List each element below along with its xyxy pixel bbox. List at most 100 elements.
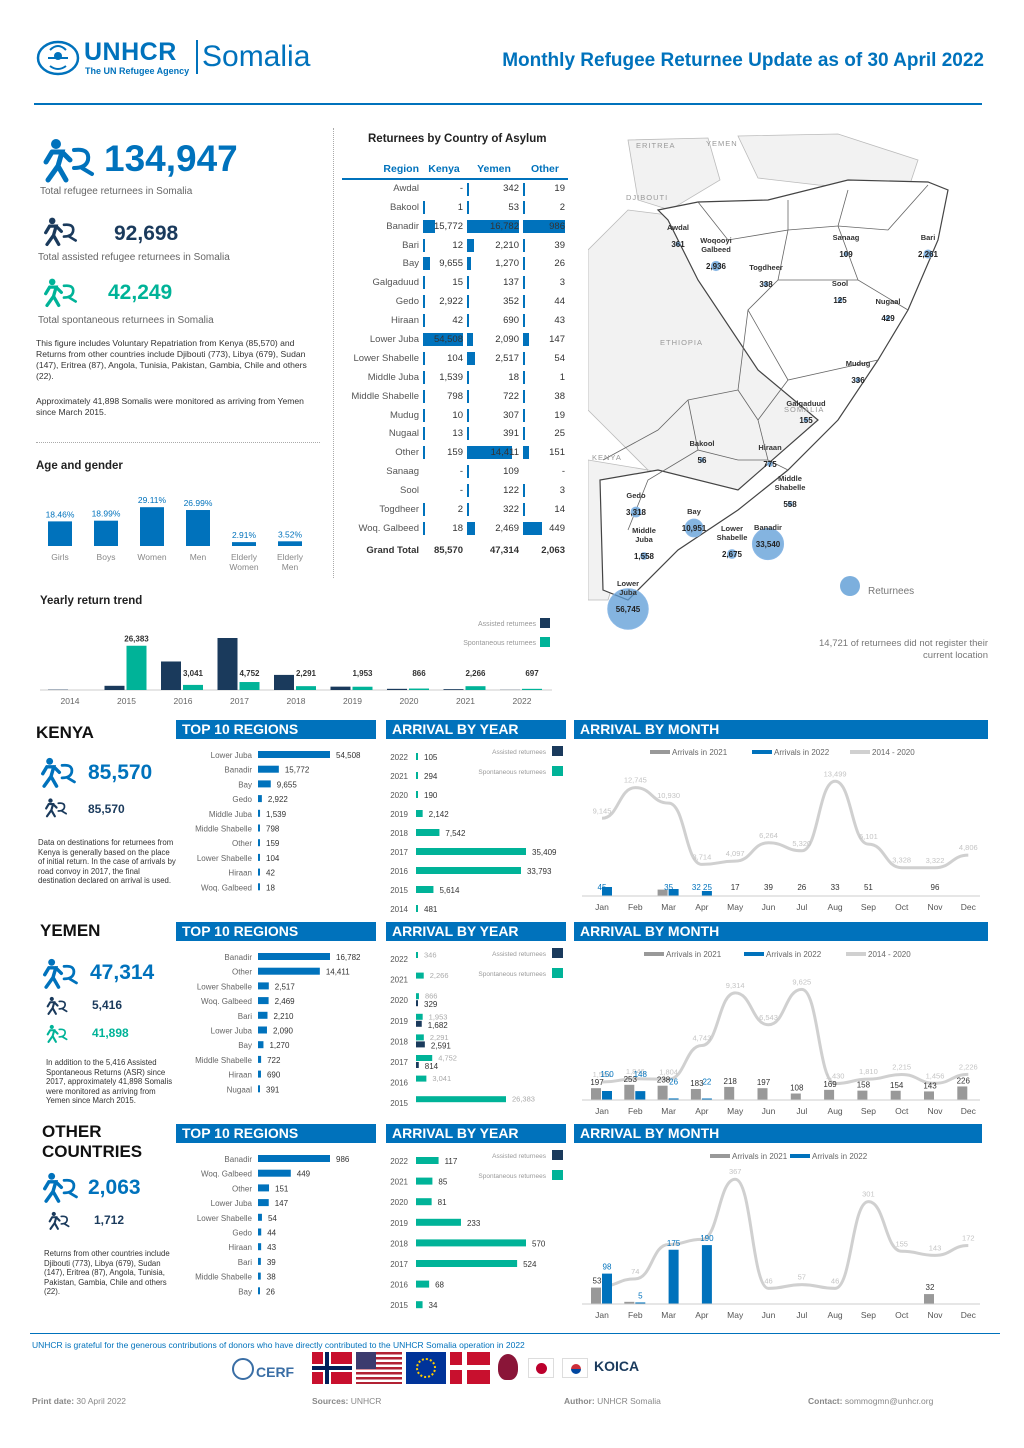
history-line xyxy=(601,779,969,870)
asylum-cell-bar xyxy=(523,427,525,441)
asylum-cell-value: 1 xyxy=(559,371,565,383)
other-arrival-month-chart: Arrivals in 2021 Arrivals in 2022 74 367 46 5… xyxy=(582,1152,980,1320)
contact-email-link[interactable]: sommogmn@unhcr.org xyxy=(844,1396,934,1406)
month-2022-value-label: 175 xyxy=(667,1239,681,1248)
map-region-label: Hiraan xyxy=(758,443,782,452)
month-label: Mar xyxy=(661,902,676,912)
map-region-value: 2,261 xyxy=(918,250,939,259)
un-emblem-icon xyxy=(232,1358,254,1380)
top-region-value: 2,922 xyxy=(268,795,289,804)
yearly-assisted-bar xyxy=(330,686,351,690)
arrival-assisted-bar xyxy=(416,1062,419,1068)
month-value-label: 32 25 xyxy=(692,883,713,892)
asylum-cell-bar xyxy=(467,521,475,535)
returnee-bubble xyxy=(684,518,704,538)
arrival-year-label: 2020 xyxy=(390,996,408,1005)
asylum-region-name: Sanaag xyxy=(386,466,419,478)
asylum-region-name: Bakool xyxy=(389,201,419,213)
top-region-name: Bay xyxy=(238,1287,252,1296)
other-arrival-year-header: ARRIVAL BY YEAR xyxy=(386,1124,566,1143)
eu-flag-icon xyxy=(406,1352,446,1384)
other-top-regions-header: TOP 10 REGIONS xyxy=(176,1124,376,1143)
asylum-cell: 3 xyxy=(522,481,568,500)
asylum-region-name: Bay xyxy=(402,258,419,270)
table-row: Banadir 15,772 16,782 986 xyxy=(342,217,568,236)
yearly-assisted-bar xyxy=(217,638,238,690)
legend-assisted-label: Assisted returnees xyxy=(492,951,547,958)
person-walking-icon xyxy=(43,1172,78,1203)
asylum-cell-value: 159 xyxy=(447,447,463,459)
month-label: Feb xyxy=(628,1310,643,1320)
table-row: Other 159 14,411 151 xyxy=(342,443,568,462)
yearly-year-label: 2022 xyxy=(513,696,532,706)
arrival-year-value: 81 xyxy=(438,1198,447,1207)
asylum-cell: 1,270 xyxy=(466,254,522,273)
asylum-cell-bar xyxy=(523,521,543,535)
asylum-cell: 53 xyxy=(466,198,522,217)
top-region-name: Lower Shabelle xyxy=(197,854,253,863)
asylum-cell-bar xyxy=(467,314,470,328)
map-region-label: Shabelle xyxy=(775,483,806,492)
month-2022-value-label: 98 xyxy=(603,1263,612,1272)
table-row: Gedo 2,922 352 44 xyxy=(342,292,568,311)
legend-spontaneous-swatch xyxy=(552,968,563,978)
asylum-cell: 13 xyxy=(422,424,466,443)
total-returnees-label: Total refugee returnees in Somalia xyxy=(40,186,193,197)
legend-spontaneous-swatch xyxy=(552,1170,563,1180)
asylum-column-header: Other xyxy=(522,160,568,180)
arrival-year-label: 2021 xyxy=(390,976,408,985)
asylum-column-header: Yemen xyxy=(466,160,522,180)
yemen-note: In addition to the 5,416 Assisted Sponta… xyxy=(46,1058,173,1106)
asylum-total-cell: 47,314 xyxy=(489,544,519,556)
arrival-spontaneous-value: 4,752 xyxy=(438,1054,457,1063)
cerf-logo: CERF xyxy=(256,1364,295,1380)
arrival-year-label: 2016 xyxy=(390,867,408,876)
month-2022-value-label: 22 xyxy=(702,1078,711,1087)
asylum-cell-value: 2,090 xyxy=(495,333,519,345)
asylum-cell-bar xyxy=(467,484,469,498)
asylum-cell-bar xyxy=(423,257,431,271)
top-region-value: 38 xyxy=(267,1273,276,1282)
month-2022-bar xyxy=(635,1302,646,1304)
asylum-cell: 26 xyxy=(522,254,568,273)
asylum-cell-bar xyxy=(467,200,469,214)
asylum-cell-value: 1,270 xyxy=(495,258,519,270)
asylum-cell: - xyxy=(522,462,568,481)
asylum-cell-bar xyxy=(467,219,519,233)
top-region-value: 151 xyxy=(275,1184,289,1193)
month-label: Jan xyxy=(595,902,609,912)
asylum-cell-bar xyxy=(523,257,525,271)
yearly-assisted-bar xyxy=(443,689,464,690)
top-region-value: 18 xyxy=(266,883,275,892)
age-bar-label: 29.11% xyxy=(138,495,167,505)
top-region-name: Woq. Galbeed xyxy=(201,1170,252,1179)
qatar-charity-icon xyxy=(498,1354,518,1380)
top-region-bar xyxy=(258,780,271,788)
asylum-cell-bar xyxy=(423,389,425,403)
asylum-table: Region Kenya Yemen Other Awdal -342 19 Bakool 1 5… xyxy=(342,160,568,557)
asylum-cell-value: 54,508 xyxy=(433,333,463,345)
contact: Contact: sommogmn@unhcr.org xyxy=(808,1396,933,1406)
top-region-name: Lower Juba xyxy=(211,1199,253,1208)
asylum-cell: 2 xyxy=(522,198,568,217)
history-value-label: 1,846 xyxy=(626,1067,645,1076)
asylum-cell: 798 xyxy=(422,387,466,406)
map-region-label: Banadir xyxy=(754,523,782,532)
asylum-cell-value: 44 xyxy=(554,296,565,308)
asylum-region-name: Galgaduud xyxy=(372,277,419,289)
asylum-cell: 1,539 xyxy=(422,368,466,387)
top-region-bar xyxy=(258,1243,262,1251)
asylum-cell: 39 xyxy=(522,236,568,255)
arrival-year-label: 2018 xyxy=(390,1037,408,1046)
usa-flag-icon xyxy=(356,1352,402,1384)
month-2022-bar xyxy=(635,1091,646,1100)
asylum-cell-bar xyxy=(523,238,525,252)
asylum-cell: 151 xyxy=(522,443,568,462)
month-2021-value-label: 197 xyxy=(757,1078,771,1087)
asylum-cell: 18 xyxy=(422,519,466,538)
history-value-label: 3,714 xyxy=(693,852,712,861)
month-label: May xyxy=(727,1310,744,1320)
asylum-cell: 342 xyxy=(466,179,522,198)
asylum-cell-value: 19 xyxy=(554,409,565,421)
top-region-value: 44 xyxy=(267,1229,276,1238)
